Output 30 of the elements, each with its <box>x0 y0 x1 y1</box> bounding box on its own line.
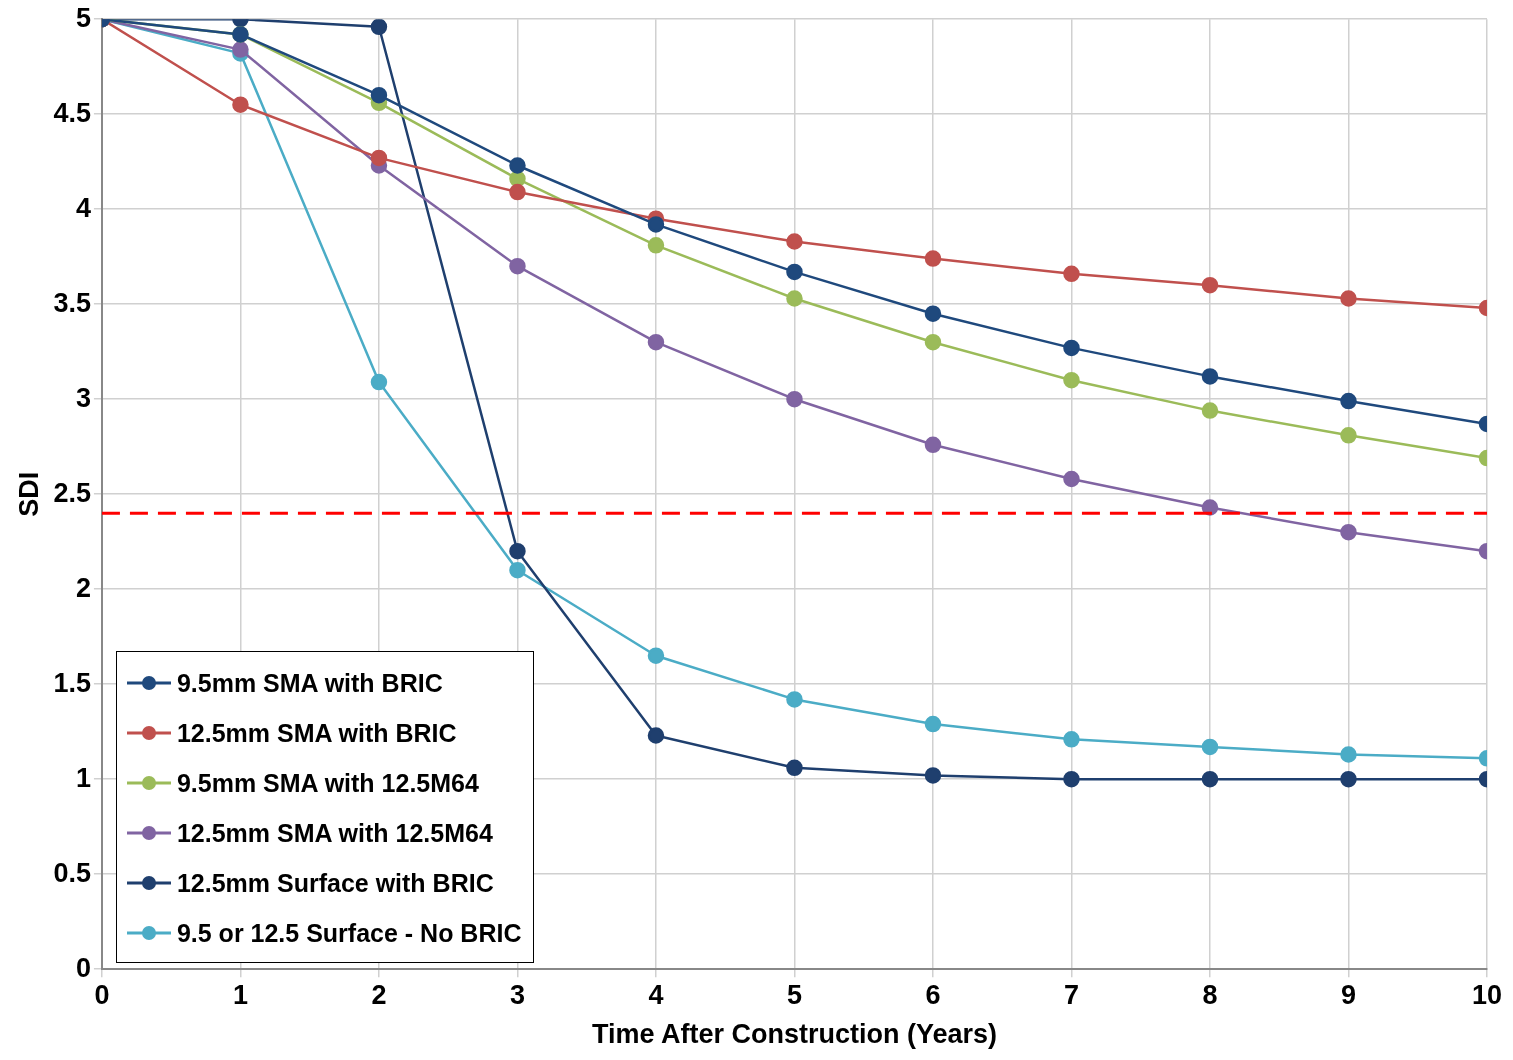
y-tick-label: 3 <box>75 382 91 413</box>
x-tick-label: 2 <box>371 979 387 1010</box>
x-tick-label: 10 <box>1471 979 1503 1010</box>
y-tick-label: 4 <box>75 192 91 223</box>
y-axis-title: SDI <box>13 471 44 517</box>
x-tick-label: 4 <box>648 979 664 1010</box>
y-tick-label: 2.5 <box>53 477 91 508</box>
y-tick-label: 3.5 <box>53 287 91 318</box>
y-tick-label: 1 <box>75 762 91 793</box>
x-tick-label: 9 <box>1340 979 1357 1010</box>
legend-label: 9.5 or 12.5 Surface - No BRIC <box>176 918 522 948</box>
x-tick-label: 0 <box>94 979 110 1010</box>
y-tick-label: 4.5 <box>53 97 91 128</box>
y-tick-label: 0 <box>75 952 91 983</box>
legend-label: 12.5mm SMA with 12.5M64 <box>176 818 493 848</box>
x-tick-label: 3 <box>509 979 525 1010</box>
x-tick-label: 6 <box>925 979 941 1010</box>
legend-label: 9.5mm SMA with BRIC <box>176 668 443 698</box>
x-tick-label: 5 <box>786 979 802 1010</box>
y-tick-label: 1.5 <box>53 667 91 698</box>
y-tick-label: 2 <box>75 572 91 603</box>
y-tick-label: 0.5 <box>53 857 91 888</box>
legend-label: 12.5mm SMA with BRIC <box>176 718 457 748</box>
legend-label: 9.5mm SMA with 12.5M64 <box>176 768 479 798</box>
x-tick-label: 7 <box>1063 979 1079 1010</box>
x-axis-title: Time After Construction (Years) <box>591 1019 998 1050</box>
legend-label: 12.5mm Surface with BRIC <box>176 868 494 898</box>
x-tick-label: 1 <box>232 979 248 1010</box>
y-tick-label: 5 <box>75 2 91 33</box>
x-tick-label: 8 <box>1202 979 1218 1010</box>
